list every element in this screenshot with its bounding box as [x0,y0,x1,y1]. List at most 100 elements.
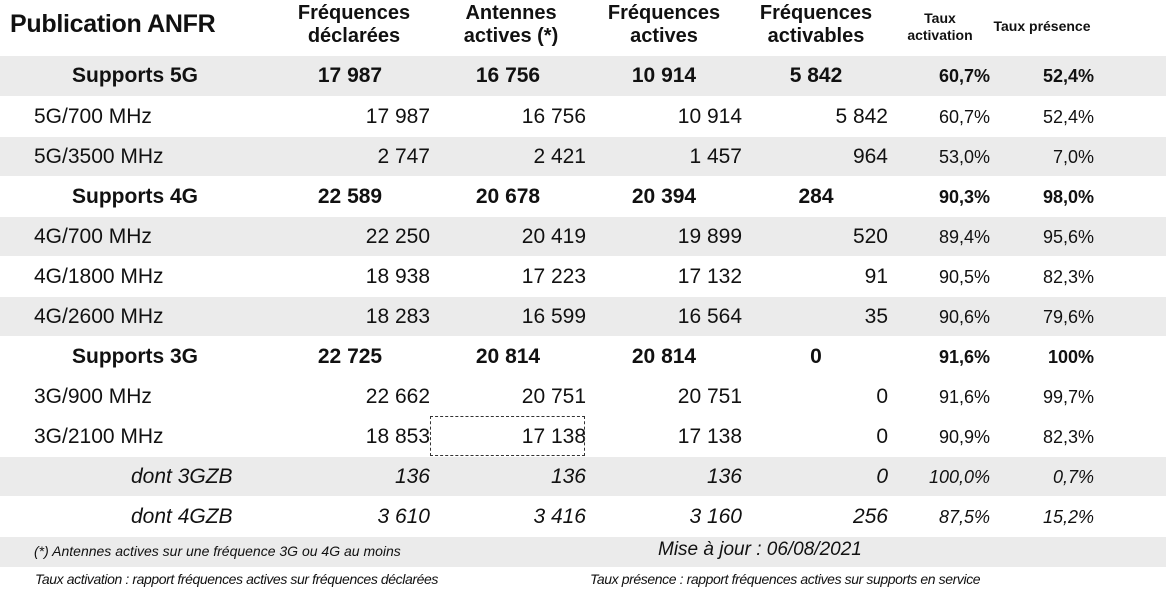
cell-v6: 100% [1047,347,1094,367]
definition-taux-activation: Taux activation : rapport fréquences act… [35,571,439,587]
cell-v6: 52,4% [1042,107,1094,127]
table-header: Publication ANFR Fréquences déclarées An… [0,0,1166,56]
update-date: Mise à jour : 06/08/2021 [658,539,862,560]
col-header-frequences-activables: Fréquences activables [759,2,873,47]
cell-v2: 2 421 [533,145,586,168]
footer-note-bar: (*) Antennes actives sur une fréquence 3… [0,537,1166,567]
table-row: 4G/700 MHz 22 250 20 419 19 899 520 89,4% 95,6… [0,216,1166,257]
row-label: 5G/3500 MHz [34,145,164,168]
table-row: 4G/1800 MHz 18 938 17 223 17 132 91 90,5% 82,3… [0,256,1166,297]
cell-v2: 16 756 [521,105,586,128]
table-row: 3G/900 MHz 22 662 20 751 20 751 0 91,6% 99,7% [0,376,1166,417]
cell-v4: 35 [864,305,888,328]
cell-v6: 98,0% [1042,187,1094,207]
cell-v3: 1 457 [689,145,742,168]
cell-v6: 82,3% [1042,267,1094,287]
cell-v6: 79,6% [1042,307,1094,327]
cell-v4: 5 842 [789,64,843,87]
cell-v3: 3 160 [689,505,742,528]
row-label: 3G/900 MHz [34,385,152,408]
col-header-antennes-actives: Antennes actives (*) [463,2,559,47]
cell-v1: 2 747 [377,145,430,168]
table-row: 5G/700 MHz 17 987 16 756 10 914 5 842 60,7% 52… [0,96,1166,137]
cell-v5: 90,6% [938,307,990,327]
cell-v4: 5 842 [835,105,888,128]
cell-v5: 91,6% [938,347,990,367]
row-label: 4G/700 MHz [34,225,152,248]
cell-v2: 17 223 [521,265,586,288]
cell-v3: 20 751 [677,385,742,408]
col-header-frequences-declarees: Fréquences déclarées [297,2,411,47]
cell-v5: 100,0% [928,467,990,487]
cell-v3: 136 [706,465,742,488]
cell-v2: 20 678 [475,185,541,208]
cell-v5: 90,3% [938,187,990,207]
cell-v2: 16 599 [521,305,586,328]
cell-v3: 17 138 [677,425,742,448]
table-row-summary: Supports 3G 22 725 20 814 20 814 0 91,6% 100% [0,336,1166,377]
cell-v6: 15,2% [1042,507,1094,527]
row-label: Supports 4G [72,185,199,208]
cell-v6: 82,3% [1042,427,1094,447]
cell-v3: 19 899 [677,225,742,248]
cell-v1: 3 610 [377,505,430,528]
cell-v5: 91,6% [938,387,990,407]
cell-v1: 18 283 [365,305,430,328]
row-label: 3G/2100 MHz [34,425,164,448]
table-row: 4G/2600 MHz 18 283 16 599 16 564 35 90,6% 79,6… [0,296,1166,337]
table-row-summary: Supports 4G 22 589 20 678 20 394 284 90,3% 98,… [0,176,1166,217]
cell-v1: 18 938 [365,265,430,288]
row-label: Supports 5G [72,64,199,87]
cell-v5: 90,5% [938,267,990,287]
cell-v4: 91 [864,265,888,288]
cell-v2: 20 814 [475,345,541,368]
table-row-summary: Supports 5G 17 987 16 756 10 914 5 842 60,7% 5… [0,56,1166,96]
row-label: 5G/700 MHz [34,105,152,128]
cell-v3: 16 564 [677,305,742,328]
cell-v1: 22 725 [317,345,383,368]
col-header-taux-presence: Taux présence [993,18,1091,34]
cell-v1: 17 987 [365,105,430,128]
cell-v2: 136 [550,465,586,488]
cell-v6: 95,6% [1042,227,1094,247]
cell-v4: 256 [852,505,888,528]
cell-v6: 52,4% [1042,66,1094,86]
footnote-antennes: (*) Antennes actives sur une fréquence 3… [34,543,401,559]
cell-v6: 0,7% [1052,467,1094,487]
cell-v3: 10 914 [677,105,742,128]
row-label: dont 4GZB [131,505,233,528]
cell-v2: 20 751 [521,385,586,408]
cell-v2: 17 138 [521,425,586,448]
cell-v5: 87,5% [938,507,990,527]
col-header-taux-activation: Taux activation [907,10,973,43]
cell-v2: 3 416 [533,505,586,528]
col-header-frequences-actives: Fréquences actives [607,2,721,47]
cell-v1: 22 589 [317,185,383,208]
footer-definitions: Taux activation : rapport fréquences act… [0,568,1166,594]
cell-v4: 0 [876,465,888,488]
table-row: dont 4GZB 3 610 3 416 3 160 256 87,5% 15,2% [0,496,1166,537]
cell-v6: 7,0% [1052,147,1094,167]
cell-v1: 17 987 [317,64,383,87]
cell-v5: 90,9% [938,427,990,447]
page-title: Publication ANFR [10,10,216,38]
cell-v4: 520 [852,225,888,248]
cell-v4: 0 [810,345,822,368]
cell-v6: 99,7% [1042,387,1094,407]
table-row: dont 3GZB 136 136 136 0 100,0% 0,7% [0,456,1166,497]
definition-taux-presence: Taux présence : rapport fréquences activ… [590,571,981,587]
cell-v5: 60,7% [938,107,990,127]
cell-v2: 20 419 [521,225,586,248]
row-label: 4G/2600 MHz [34,305,164,328]
cell-v1: 18 853 [365,425,430,448]
table-row: 5G/3500 MHz 2 747 2 421 1 457 964 53,0% 7,0% [0,136,1166,177]
cell-v4: 284 [798,185,834,208]
cell-v4: 964 [852,145,888,168]
row-label: 4G/1800 MHz [34,265,164,288]
row-label: Supports 3G [72,345,199,368]
cell-v1: 22 662 [365,385,430,408]
cell-v3: 20 814 [631,345,697,368]
cell-v5: 89,4% [938,227,990,247]
cell-v3: 20 394 [631,185,697,208]
